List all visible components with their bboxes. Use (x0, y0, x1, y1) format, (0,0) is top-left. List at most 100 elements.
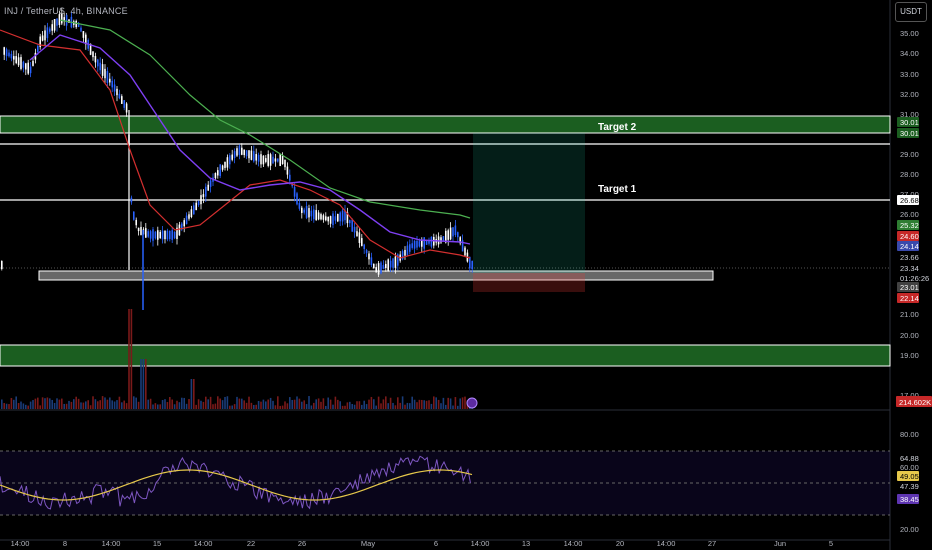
candle-body (195, 202, 197, 211)
volume-bar (46, 397, 49, 409)
candle-body (310, 210, 313, 217)
volume-bar (137, 401, 140, 409)
volume-bar (183, 397, 185, 409)
candle-body (370, 257, 373, 266)
volume-bar (181, 397, 183, 409)
volume-bar (1, 399, 3, 409)
rsi-line (0, 455, 471, 510)
volume-bar (75, 396, 77, 409)
lower-zone (0, 344, 891, 367)
volume-bar (27, 405, 29, 409)
volume-bar (37, 397, 39, 409)
volume-bar (361, 404, 363, 409)
volume-bar (17, 403, 20, 409)
volume-bar (233, 404, 236, 409)
candle-body (293, 186, 296, 197)
candle-body (411, 243, 413, 248)
candle-body (253, 151, 255, 162)
candle-body (214, 173, 217, 179)
candle-body (173, 231, 176, 239)
volume-bar (351, 404, 353, 409)
candle-body (176, 227, 178, 239)
volume-bar (41, 397, 44, 409)
volume-bar (173, 404, 176, 409)
candle-body (202, 194, 205, 198)
price-label-bg (897, 128, 919, 138)
candle-body (243, 149, 245, 156)
candle-body (17, 57, 20, 66)
volume-bar (101, 396, 104, 409)
volume-bar (260, 401, 262, 409)
volume-bar (272, 400, 274, 409)
volume-bar (89, 405, 92, 409)
volume-bar (157, 404, 159, 409)
candle-body (15, 56, 17, 64)
price-label-bg (897, 231, 919, 241)
volume-bar (65, 403, 68, 409)
position-stop-box (473, 273, 585, 292)
candle-body (286, 166, 289, 175)
candle-body (365, 250, 368, 254)
volume-bar (51, 399, 53, 409)
candle-body (260, 154, 262, 165)
candle-body (154, 231, 157, 239)
candle-body (265, 158, 267, 162)
volume-bar (58, 399, 61, 409)
volume-bar (123, 400, 125, 409)
volume-bar (5, 403, 8, 409)
candle-body (137, 227, 140, 232)
volume-bar (281, 405, 284, 409)
candle-body (413, 240, 416, 249)
candle-body (157, 230, 159, 240)
volume-bar (257, 400, 260, 409)
price-label: 23.66 (900, 253, 919, 262)
currency-button[interactable]: USDT (895, 2, 927, 22)
candle-body (389, 260, 392, 268)
candle-body (5, 49, 8, 57)
candle-body (464, 247, 466, 256)
candle-body (219, 164, 221, 176)
volume-bar (322, 398, 325, 409)
candle-body (447, 230, 449, 240)
candle-body (461, 240, 464, 252)
candle-body (315, 210, 317, 221)
candle-body (20, 57, 22, 69)
rsi-tick: 20.00 (900, 525, 919, 534)
candle-body (130, 197, 133, 203)
volume-bar (34, 398, 37, 409)
candle-body (85, 34, 87, 45)
candle-body (193, 205, 195, 215)
price-label-bg (897, 195, 919, 205)
candle-body (351, 219, 353, 232)
symbol-legend: INJ / TetherUS, 4h, BINANCE (4, 6, 128, 16)
ma-purple (29, 34, 471, 245)
volume-bar (106, 399, 109, 409)
candle-body (89, 43, 92, 55)
rsi-tick: 49.05 (900, 472, 919, 481)
candle-body (471, 260, 473, 270)
volume-bar (82, 402, 85, 409)
candle-body (205, 186, 207, 197)
volume-bar (368, 399, 370, 409)
volume-bar (413, 399, 416, 409)
volume-bar (145, 359, 147, 409)
candle-body (394, 256, 397, 268)
candle-body (171, 230, 173, 240)
volume-bar (289, 397, 291, 409)
volume-bar (188, 399, 190, 409)
price-tick: 34.00 (900, 49, 919, 58)
candle-body (178, 224, 181, 236)
candle-body (341, 210, 344, 222)
candle-body (181, 223, 183, 230)
candle-body (147, 231, 149, 237)
candle-body (277, 158, 279, 162)
volume-bar (404, 404, 406, 409)
candle-body (200, 195, 202, 205)
price-tick: 29.00 (900, 150, 919, 159)
candle-body (344, 210, 346, 221)
price-label: 24.60 (900, 232, 919, 241)
volume-bar (445, 404, 447, 409)
volume-bar (406, 402, 409, 409)
time-tick: 13 (522, 539, 530, 548)
